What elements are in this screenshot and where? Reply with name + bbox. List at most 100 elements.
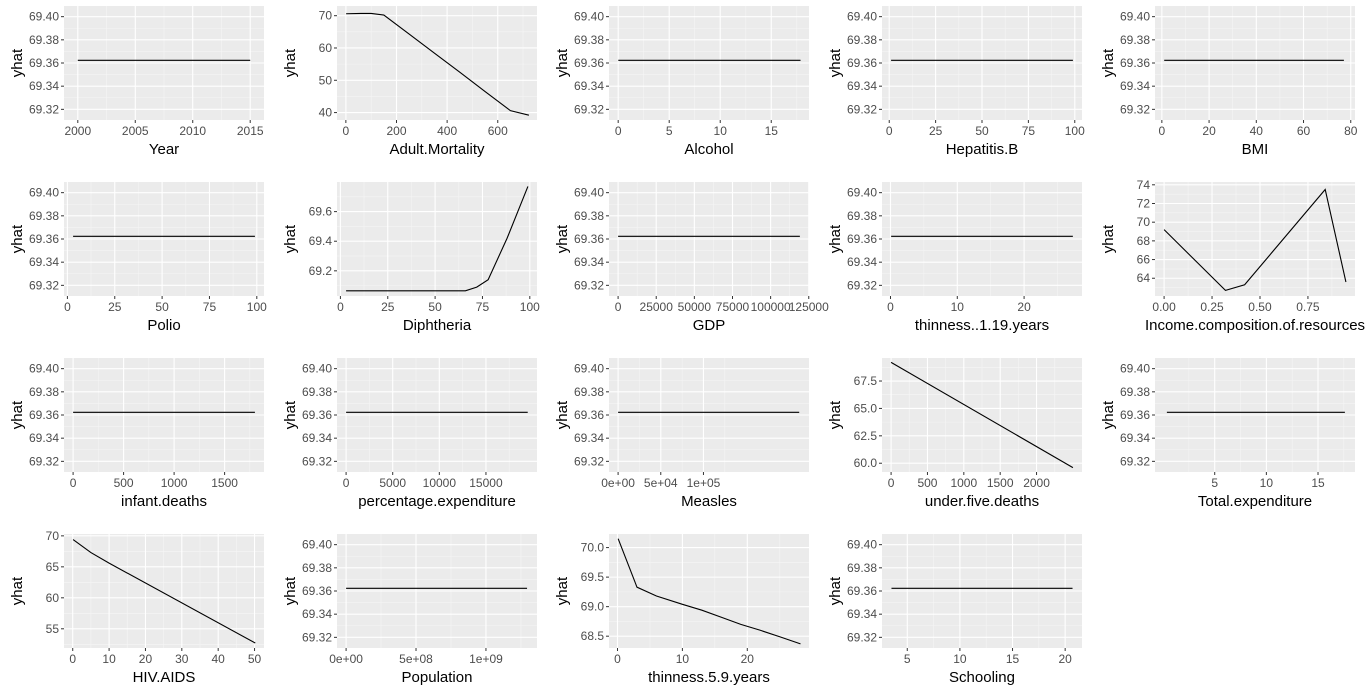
panel-thinness-1-19-years: 0 10 20 69.32 69.34 69.36 69.38 69.40 thinness..… xyxy=(827,182,1082,334)
y-tick-label: 69.38 xyxy=(847,561,877,575)
y-tick-label: 69.38 xyxy=(574,209,604,223)
panel-year: 2000 2005 2010 2015 69.32 69.34 69.36 69.38 69.4… xyxy=(9,6,264,158)
y-tick-label: 62.5 xyxy=(854,429,878,443)
y-tick-label: 40 xyxy=(319,106,333,120)
x-tick-label: 5e+04 xyxy=(644,476,678,490)
x-axis-title: Hepatitis.B xyxy=(946,141,1019,158)
y-axis-title: yhat xyxy=(827,48,844,77)
panel-thinness-5-9-years: 0 10 20 68.5 69.0 69.5 70.0 thinness.5.9.years y… xyxy=(554,534,809,686)
x-tick-label: 0 xyxy=(886,124,893,138)
x-axis-title: percentage.expenditure xyxy=(358,493,516,510)
y-tick-label: 69.36 xyxy=(29,56,59,70)
y-axis-title: yhat xyxy=(827,576,844,605)
y-tick-label: 69.34 xyxy=(29,255,59,269)
x-tick-label: 15 xyxy=(1311,476,1325,490)
x-tick-label: 75000 xyxy=(716,300,750,314)
panel-bmi: 0 20 40 60 80 69.32 69.34 69.36 69.38 69.40 BMI yha… xyxy=(1100,6,1358,158)
x-axis-title: under.five.deaths xyxy=(925,493,1039,510)
y-tick-label: 69.38 xyxy=(29,33,59,47)
x-tick-label: 25 xyxy=(929,124,943,138)
gridlines xyxy=(609,6,809,120)
y-tick-label: 69.38 xyxy=(29,209,59,223)
x-tick-label: 0e+00 xyxy=(329,652,363,666)
x-tick-label: 10 xyxy=(951,300,965,314)
x-tick-label: 1e+05 xyxy=(687,476,721,490)
y-tick-label: 69.36 xyxy=(574,408,604,422)
gridlines xyxy=(1155,358,1355,472)
x-tick-label: 600 xyxy=(488,124,508,138)
x-tick-label: 5 xyxy=(1211,476,1218,490)
x-tick-label: 0 xyxy=(887,300,894,314)
x-tick-label: 1000 xyxy=(950,476,977,490)
x-tick-label: 80 xyxy=(1344,124,1358,138)
gridlines xyxy=(64,534,264,648)
y-axis-title: yhat xyxy=(554,48,571,77)
y-tick-label: 69.38 xyxy=(1120,385,1150,399)
panel-schooling: 5 10 15 20 69.32 69.34 69.36 69.38 69.40 Schoolin… xyxy=(827,534,1082,686)
x-tick-label: 200 xyxy=(386,124,406,138)
y-axis-title: yhat xyxy=(554,224,571,253)
x-axis-title: thinness.5.9.years xyxy=(648,669,770,686)
y-tick-label: 69.40 xyxy=(574,186,604,200)
y-tick-label: 69.34 xyxy=(574,255,604,269)
x-tick-label: 20 xyxy=(741,652,755,666)
y-tick-label: 69.40 xyxy=(574,10,604,24)
y-tick-label: 69.40 xyxy=(847,186,877,200)
y-tick-label: 50 xyxy=(319,73,333,87)
x-axis-title: Diphtheria xyxy=(403,317,472,334)
y-tick-label: 69.32 xyxy=(302,630,332,644)
x-tick-label: 0 xyxy=(1159,124,1166,138)
x-axis-title: Measles xyxy=(681,493,737,510)
y-tick-label: 69.6 xyxy=(309,205,333,219)
x-tick-label: 50 xyxy=(155,300,169,314)
x-tick-label: 1500 xyxy=(987,476,1014,490)
y-tick-label: 69.34 xyxy=(29,79,59,93)
x-tick-label: 125000 xyxy=(789,300,829,314)
x-tick-label: 0.00 xyxy=(1152,300,1176,314)
panel-background xyxy=(337,182,537,296)
y-tick-label: 69.40 xyxy=(29,10,59,24)
y-tick-label: 69.32 xyxy=(574,278,604,292)
y-axis-title: yhat xyxy=(282,400,299,429)
gridlines xyxy=(337,358,537,472)
x-tick-label: 20 xyxy=(1202,124,1216,138)
x-tick-label: 10 xyxy=(1260,476,1274,490)
gridlines xyxy=(882,182,1082,296)
y-tick-label: 69.34 xyxy=(302,607,332,621)
x-tick-label: 0 xyxy=(343,124,350,138)
y-tick-label: 69.32 xyxy=(29,102,59,116)
x-tick-label: 0 xyxy=(69,652,76,666)
y-tick-label: 55 xyxy=(46,622,60,636)
gridlines xyxy=(64,6,264,120)
gridlines xyxy=(882,534,1082,648)
x-tick-label: 10 xyxy=(102,652,116,666)
x-tick-label: 75 xyxy=(476,300,490,314)
x-tick-label: 500 xyxy=(917,476,937,490)
y-tick-label: 70 xyxy=(46,529,60,543)
panel-background xyxy=(609,534,809,648)
y-tick-label: 69.32 xyxy=(1120,102,1150,116)
x-tick-label: 30 xyxy=(175,652,189,666)
gridlines xyxy=(609,358,809,472)
gridlines xyxy=(337,6,537,120)
x-axis-title: BMI xyxy=(1242,141,1269,158)
y-tick-label: 70 xyxy=(319,9,333,23)
x-tick-label: 0e+00 xyxy=(601,476,635,490)
y-tick-label: 69.34 xyxy=(1120,431,1150,445)
y-tick-label: 68.5 xyxy=(581,629,605,643)
x-axis-title: Year xyxy=(149,141,179,158)
y-tick-label: 65.0 xyxy=(854,401,878,415)
x-tick-label: 0 xyxy=(337,300,344,314)
y-tick-label: 69.32 xyxy=(29,278,59,292)
panel-alcohol: 0 5 10 15 69.32 69.34 69.36 69.38 69.40 Alcohol yh… xyxy=(554,6,809,158)
x-axis-title: Population xyxy=(402,669,473,686)
x-tick-label: 2005 xyxy=(122,124,149,138)
series-line-yhat xyxy=(890,361,1074,469)
y-tick-label: 69.34 xyxy=(574,431,604,445)
y-tick-label: 69.40 xyxy=(574,362,604,376)
panel-population: 0e+00 5e+08 1e+09 69.32 69.34 69.36 69.38 69.40… xyxy=(282,534,537,686)
y-tick-label: 69.5 xyxy=(581,570,605,584)
y-tick-label: 69.36 xyxy=(1120,56,1150,70)
y-axis-title: yhat xyxy=(282,224,299,253)
